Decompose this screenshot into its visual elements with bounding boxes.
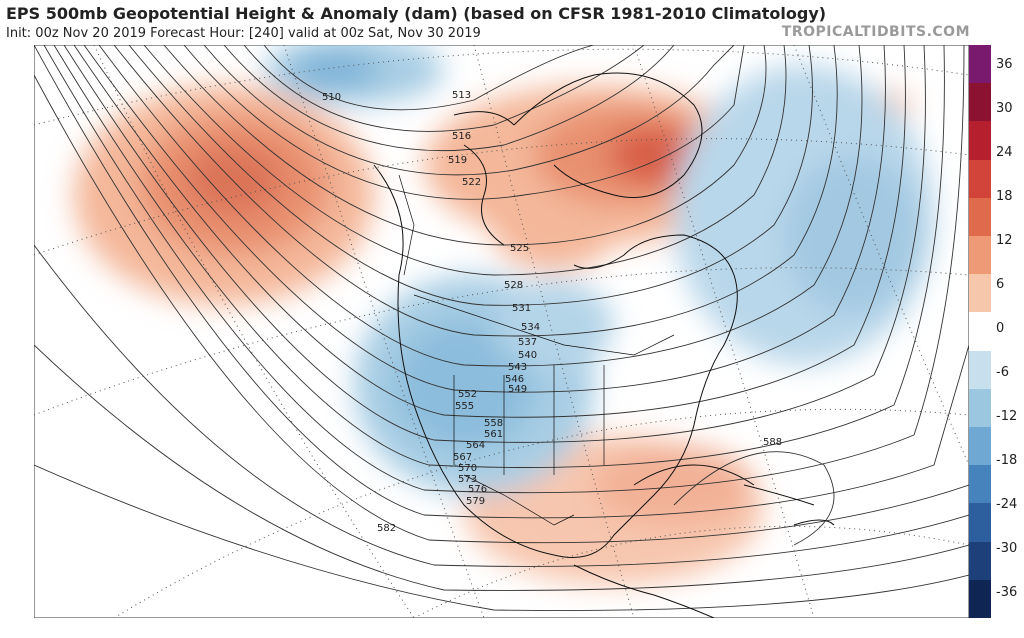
map-subtitle: Init: 00z Nov 20 2019 Forecast Hour: [24… (6, 26, 481, 41)
contour-label: 540 (518, 350, 537, 361)
colorbar-swatch (969, 350, 991, 390)
contour-label: 543 (508, 362, 527, 373)
contour-label: 576 (468, 484, 487, 495)
colorbar-swatch (969, 121, 991, 161)
contour-label: 546 (505, 374, 524, 385)
graticule (34, 45, 969, 618)
contour-label: 564 (466, 440, 485, 451)
contour-label: 567 (453, 452, 472, 463)
contour-label: 570 (458, 463, 477, 474)
colorbar-swatch (969, 312, 991, 352)
colorbar-tick-label: -24 (996, 497, 1018, 512)
contour-label: 549 (508, 384, 527, 395)
coastlines (373, 72, 835, 618)
colorbar-tick-label: -18 (996, 453, 1018, 468)
anomaly-colorbar (969, 45, 991, 619)
contour-label: 561 (484, 429, 503, 440)
contour-label: 516 (452, 131, 471, 142)
colorbar-tick-label: 0 (996, 321, 1005, 336)
contour-label: 525 (510, 243, 529, 254)
colorbar-swatch (969, 197, 991, 237)
contour-label: 537 (518, 337, 537, 348)
political-borders (398, 174, 675, 526)
colorbar-tick-label: 12 (996, 233, 1013, 248)
colorbar-tick-label: -36 (996, 585, 1018, 600)
colorbar-tick-label: 24 (996, 145, 1013, 160)
colorbar-swatch (969, 388, 991, 428)
colorbar-tick-label: 6 (996, 277, 1005, 292)
contour-label: 519 (448, 155, 467, 166)
contour-label: 522 (462, 177, 481, 188)
site-brand[interactable]: TROPICALTIDBITS.COM (781, 24, 970, 40)
contour-label: 534 (521, 322, 540, 333)
colorbar-swatch (969, 465, 991, 504)
contour-label: 573 (458, 474, 477, 485)
contour-label: 513 (452, 90, 471, 101)
height-contours (34, 45, 969, 611)
colorbar-swatch (969, 541, 991, 581)
colorbar-swatch (969, 45, 991, 84)
contour-label: 582 (377, 523, 396, 534)
map-title: EPS 500mb Geopotential Height & Anomaly … (6, 4, 827, 23)
colorbar-swatch (969, 427, 991, 466)
contour-label: 531 (512, 303, 531, 314)
colorbar-swatch (969, 83, 991, 122)
colorbar-tick-label: 18 (996, 189, 1013, 204)
colorbar-swatch (969, 236, 991, 275)
contour-label: 510 (322, 92, 341, 103)
colorbar-swatch (969, 274, 991, 313)
contour-label: 552 (458, 389, 477, 400)
colorbar-tick-label: 36 (996, 57, 1013, 72)
contour-label: 588 (763, 437, 782, 448)
forecast-map: 510 513 516 519 522 525 528 531 534 537 … (34, 45, 969, 618)
colorbar-tick-label: -30 (996, 541, 1018, 556)
colorbar-tick-label: 30 (996, 101, 1013, 116)
colorbar-swatch (969, 579, 991, 619)
contour-label-group: 510 513 516 519 522 525 528 531 534 537 … (322, 90, 782, 534)
contour-label: 528 (504, 280, 523, 291)
contour-label: 558 (484, 418, 503, 429)
contour-label: 579 (466, 496, 485, 507)
colorbar-tick-label: -12 (996, 409, 1018, 424)
colorbar-swatch (969, 503, 991, 543)
colorbar-swatch (969, 159, 991, 199)
contour-label: 555 (455, 401, 474, 412)
colorbar-tick-label: -6 (996, 365, 1009, 380)
